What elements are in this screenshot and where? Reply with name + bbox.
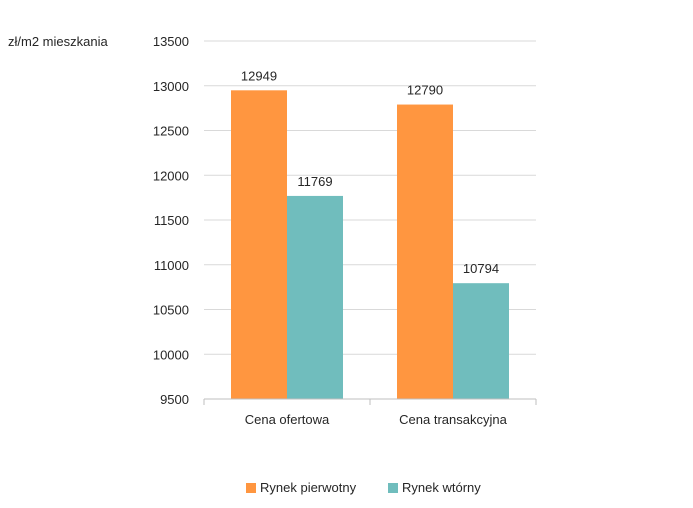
x-category-label: Cena ofertowa (245, 412, 330, 427)
y-tick-label: 13500 (153, 34, 189, 49)
y-tick-label: 11000 (154, 258, 189, 273)
y-tick-label: 10000 (153, 347, 189, 362)
bars (231, 90, 509, 400)
data-label: 12949 (241, 68, 277, 83)
legend-swatch (388, 483, 398, 493)
data-labels: 12949 11769 12790 10794 (241, 68, 499, 276)
y-tick-label: 11500 (154, 213, 189, 228)
x-category-label: Cena transakcyjna (399, 412, 507, 427)
bar-rynek-pierwotny (397, 104, 453, 400)
data-label: 11769 (297, 174, 332, 189)
y-tick-label: 13000 (153, 79, 189, 94)
y-tick-label: 10500 (153, 303, 189, 318)
legend-label: Rynek pierwotny (260, 480, 357, 495)
legend-swatch (246, 483, 256, 493)
legend: Rynek pierwotny Rynek wtórny (246, 480, 481, 495)
data-label: 12790 (407, 83, 443, 98)
y-tick-label: 12500 (153, 124, 189, 139)
y-tick-label: 9500 (160, 392, 189, 407)
bar-rynek-wtórny (287, 195, 343, 399)
bar-rynek-pierwotny (231, 90, 287, 399)
y-axis-ticks: 9500 10000 10500 11000 11500 12000 12500 13000 1… (153, 34, 189, 407)
y-tick-label: 12000 (153, 168, 189, 183)
y-axis-label: zł/m2 mieszkania (8, 34, 108, 49)
data-label: 10794 (463, 261, 499, 276)
x-axis-categories: Cena ofertowa Cena transakcyjna (203, 399, 537, 427)
bar-rynek-wtórny (453, 283, 509, 399)
legend-label: Rynek wtórny (402, 480, 481, 495)
